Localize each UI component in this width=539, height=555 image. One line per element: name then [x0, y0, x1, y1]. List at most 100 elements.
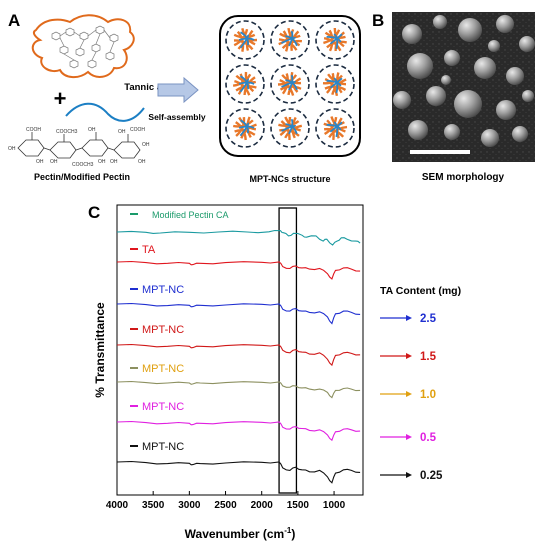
sem-particles	[393, 15, 535, 147]
panel-c: C 4000 3500 3000 2500 2000 1500 1000 Modified …	[88, 203, 461, 541]
panel-b-label: B	[372, 11, 384, 30]
spectrum-line	[116, 380, 361, 399]
x-axis-ticks: 4000 3500 3000 2500 2000 1500 1000	[106, 491, 346, 511]
nanocomplex	[315, 64, 355, 104]
chem-label: COOH	[26, 127, 41, 133]
sem-particle	[393, 91, 411, 109]
x-tick-label: 2500	[214, 500, 237, 511]
sem-particle	[481, 129, 499, 147]
ta-content-arrows: 2.5 1.5 1.0 0.5 0.25	[380, 313, 443, 482]
nanocomplex-grid	[225, 20, 355, 148]
pectin-wave	[65, 102, 145, 122]
pectin-structure	[17, 132, 141, 159]
x-tick-label: 4000	[106, 500, 129, 511]
sem-particle	[454, 90, 482, 118]
chem-label: OH	[118, 129, 126, 135]
panel-a: A Tannic acid +	[8, 11, 361, 184]
ta-content-arrowhead	[406, 434, 412, 440]
sem-particle	[496, 15, 514, 33]
ta-content-value: 1.0	[420, 389, 436, 401]
chem-label: OH	[50, 159, 58, 165]
x-tick-label: 2000	[251, 500, 274, 511]
chem-label: OH	[142, 142, 150, 148]
sem-particle	[474, 57, 496, 79]
ta-content-value: 2.5	[420, 313, 437, 325]
spectrum-line	[116, 460, 361, 484]
sem-particle	[519, 36, 535, 52]
series-label: MPT-NC	[142, 441, 184, 453]
x-axis-label-sup: -1	[284, 526, 292, 535]
x-axis-label-end: )	[291, 527, 295, 541]
sem-caption: SEM morphology	[422, 172, 505, 183]
chem-label: COOH	[130, 127, 145, 133]
y-axis-label: % Transmittance	[93, 302, 107, 398]
series-label: MPT-NC	[142, 324, 184, 336]
ta-content-value: 0.5	[420, 432, 437, 444]
x-axis-label: Wavenumber (cm-1)	[185, 526, 296, 541]
spectrum-line	[116, 343, 361, 367]
plus-sign: +	[54, 86, 67, 111]
nanocomplex	[270, 64, 310, 104]
spectrum-line	[116, 420, 361, 442]
plot-frame	[116, 204, 364, 496]
spectrum-line	[116, 260, 361, 280]
nanocomplex	[225, 108, 265, 148]
sem-particle	[441, 75, 451, 85]
sem-particle	[512, 126, 528, 142]
ta-content-title: TA Content (mg)	[380, 285, 461, 297]
x-tick-label: 1500	[287, 500, 310, 511]
ta-content-arrowhead	[406, 315, 412, 321]
tannic-acid-label: Tannic acid	[124, 82, 176, 93]
chem-label: OH	[98, 159, 106, 165]
nanocomplex	[315, 108, 355, 148]
sem-particle	[402, 24, 422, 44]
sem-particle	[444, 50, 460, 66]
sem-particle	[426, 86, 446, 106]
sem-particle	[506, 67, 524, 85]
series-label: MPT-NC	[142, 401, 184, 413]
sem-particle	[522, 90, 534, 102]
pectin-chem-labels: COOH OH OH COOCH3 COOCH3 OH OH OH OH OH …	[8, 127, 150, 168]
ta-content-value: 1.5	[420, 351, 437, 363]
sem-particle	[407, 53, 433, 79]
x-axis-label-main: Wavenumber (cm	[185, 527, 285, 541]
x-tick-label: 3000	[178, 500, 201, 511]
self-assembly-arrow	[157, 76, 199, 104]
sem-scale-bar	[410, 150, 470, 154]
mpt-nc-structure-label: MPT-NCs structure	[249, 174, 330, 184]
x-tick-label: 3500	[142, 500, 165, 511]
ta-content-arrowhead	[406, 391, 412, 397]
chem-label: OH	[88, 127, 96, 133]
tannic-acid-outline	[31, 14, 135, 78]
sem-particle	[408, 120, 428, 140]
spectrum-line	[116, 229, 361, 246]
self-assembly-label: Self-assembly	[148, 112, 205, 122]
spectrum-line	[116, 302, 361, 325]
chem-label: OH	[138, 159, 146, 165]
tannic-acid-structure	[51, 25, 119, 69]
series-label: Modified Pectin CA	[152, 210, 229, 220]
nanocomplex	[225, 20, 265, 60]
sem-particle	[458, 18, 482, 42]
nanocomplex	[225, 64, 265, 104]
chem-label: COOCH3	[72, 162, 94, 168]
panel-c-label: C	[88, 203, 100, 222]
nanocomplex	[270, 108, 310, 148]
pectin-label: Pectin/Modified Pectin	[34, 172, 130, 182]
series-labels: Modified Pectin CA TA MPT-NC MPT-NC MPT-NC MP…	[130, 210, 229, 453]
ta-content-arrowhead	[406, 353, 412, 359]
x-tick-label: 1000	[323, 500, 346, 511]
ta-content-arrowhead	[406, 472, 412, 478]
panel-a-label: A	[8, 11, 20, 30]
chem-label: COOCH3	[56, 129, 78, 135]
spectra	[116, 229, 361, 484]
nanocomplex	[270, 20, 310, 60]
series-label: MPT-NC	[142, 363, 184, 375]
nanocomplex	[315, 20, 355, 60]
sem-particle	[444, 124, 460, 140]
panel-b: B SEM morphology	[372, 11, 535, 183]
sem-particle	[496, 100, 516, 120]
ta-content-value: 0.25	[420, 470, 443, 482]
